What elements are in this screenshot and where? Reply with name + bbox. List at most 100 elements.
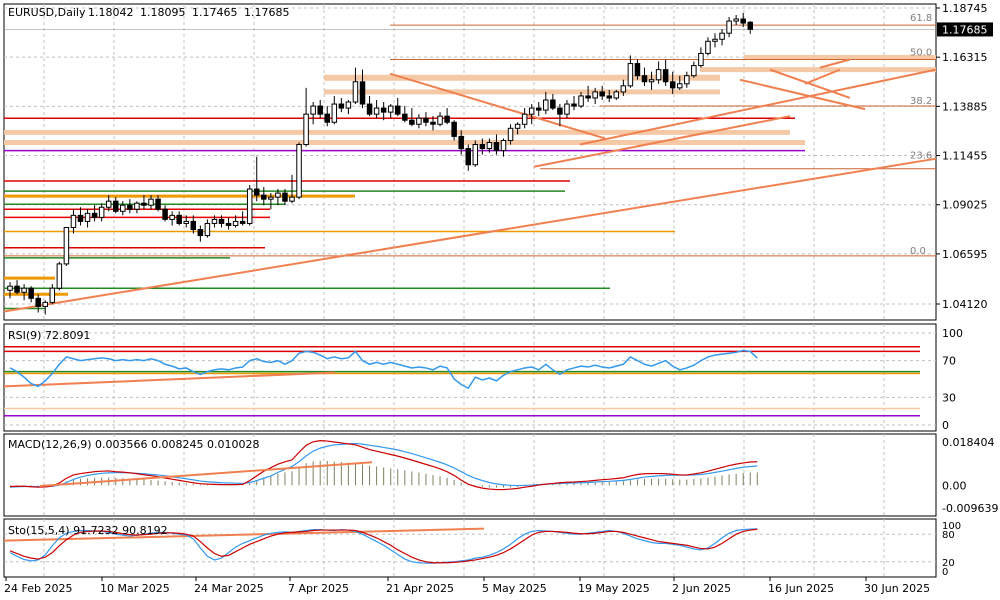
stoch-level-label: 0 <box>942 567 948 578</box>
macd-level-label: 0.018404 <box>942 436 995 449</box>
candle-body <box>225 222 232 226</box>
candle-body <box>528 107 535 115</box>
rsi-line <box>9 349 758 390</box>
candle-body <box>35 297 41 307</box>
candle-body <box>662 69 669 83</box>
candle-body <box>218 218 225 224</box>
date-tick-label: 30 Jun 2025 <box>864 582 930 595</box>
candle-body <box>197 229 204 237</box>
candle-body <box>648 79 655 83</box>
candle-body <box>514 123 521 129</box>
candle-body <box>148 198 154 206</box>
candle-body <box>712 38 718 42</box>
fib-level-label: 0.0 <box>910 246 926 257</box>
price-tick-label: 1.18745 <box>942 2 988 15</box>
candle-body <box>606 95 612 99</box>
ohlc-close: 1.17685 <box>244 6 290 19</box>
candle-body <box>84 212 91 222</box>
macd-level-label: 0.00 <box>942 479 967 492</box>
candle-body <box>444 115 450 123</box>
candle-body <box>98 206 105 218</box>
candle-body <box>458 135 464 150</box>
candle-body <box>246 188 253 224</box>
grid-lines <box>4 4 936 577</box>
trend-line <box>533 115 791 168</box>
candle-body <box>669 81 676 89</box>
candle-body <box>430 121 436 125</box>
macd-label: MACD(12,26,9) 0.003566 0.008245 0.010028 <box>8 438 260 451</box>
drawn-objects: 61.8 50.0 38.2 23.6 0.0 <box>3 13 937 313</box>
rsi-panel-frame <box>3 323 937 432</box>
candle-body <box>620 85 627 93</box>
candle-body <box>141 202 147 206</box>
candle-body <box>310 105 316 115</box>
candle-body <box>507 127 514 141</box>
candle-body <box>402 113 408 121</box>
price-tick-label: 1.09025 <box>942 199 988 212</box>
candle-body <box>317 105 323 115</box>
candle-body <box>543 99 549 111</box>
fib-level-label: 38.2 <box>910 96 932 107</box>
ohlc-low: 1.17465 <box>192 6 238 19</box>
candle-body <box>416 117 422 125</box>
candle-body <box>261 194 267 200</box>
rsi-level-label: 0 <box>942 419 949 432</box>
candle-body <box>239 220 246 224</box>
stoch-level-label: 80 <box>942 530 955 541</box>
date-tick-label: 24 Mar 2025 <box>194 582 264 595</box>
candle-body <box>183 220 189 224</box>
stoch-level-label: 20 <box>942 558 955 569</box>
candle-body <box>409 119 415 125</box>
candle-body <box>486 141 493 150</box>
candle-body <box>387 105 394 113</box>
candle-body <box>91 212 98 218</box>
candle-body <box>536 107 542 111</box>
axis-labels: 1.18745 1.16315 1.13885 1.11455 1.09025 1.065… <box>4 2 998 595</box>
candle-body <box>423 117 429 123</box>
price-tick-label: 1.04120 <box>942 298 988 311</box>
macd-main-line <box>9 439 758 491</box>
candle-body <box>655 69 662 81</box>
candle-body <box>303 113 309 146</box>
candle-body <box>169 214 175 220</box>
stochastic-label: Sto(15,5,4) 91.7232 90.8192 <box>8 524 168 537</box>
date-tick-label: 24 Feb 2025 <box>4 582 72 595</box>
date-tick-label: 16 Jun 2025 <box>768 582 834 595</box>
candle-body <box>698 52 704 67</box>
candle-body <box>42 301 48 307</box>
candle-body <box>289 196 295 202</box>
trend-line <box>819 58 851 69</box>
candle-body <box>373 107 380 115</box>
candle-body <box>571 103 577 107</box>
date-tick-label: 10 Mar 2025 <box>100 582 170 595</box>
candle-body <box>352 81 359 103</box>
candle-body <box>472 144 479 166</box>
candle-body <box>105 200 112 208</box>
candle-body <box>557 107 563 115</box>
date-tick-label: 21 Apr 2025 <box>386 582 454 595</box>
candle-body <box>366 103 373 115</box>
symbol-label: EURUSD,Daily <box>8 6 86 19</box>
date-tick-label: 7 Apr 2025 <box>288 582 349 595</box>
candle-body <box>28 287 34 299</box>
candlestick-series <box>7 12 753 315</box>
rsi-level-label: 70 <box>942 355 956 368</box>
rsi-series <box>3 346 920 417</box>
candle-body <box>677 83 683 89</box>
candle-body <box>550 99 556 109</box>
candle-body <box>380 107 387 113</box>
candle-body <box>493 141 500 152</box>
trend-line <box>804 68 841 85</box>
candle-body <box>726 20 732 34</box>
candle-body <box>63 226 70 265</box>
fib-level-label: 50.0 <box>910 47 932 58</box>
current-price-box <box>937 22 993 37</box>
candle-body <box>338 103 345 109</box>
price-tick-label: 1.06595 <box>942 248 988 261</box>
macd-trend-line <box>39 461 373 488</box>
trend-line <box>389 72 606 140</box>
candle-body <box>345 101 352 109</box>
candle-body <box>359 81 366 105</box>
macd-level-label: -0.009639 <box>942 502 998 515</box>
